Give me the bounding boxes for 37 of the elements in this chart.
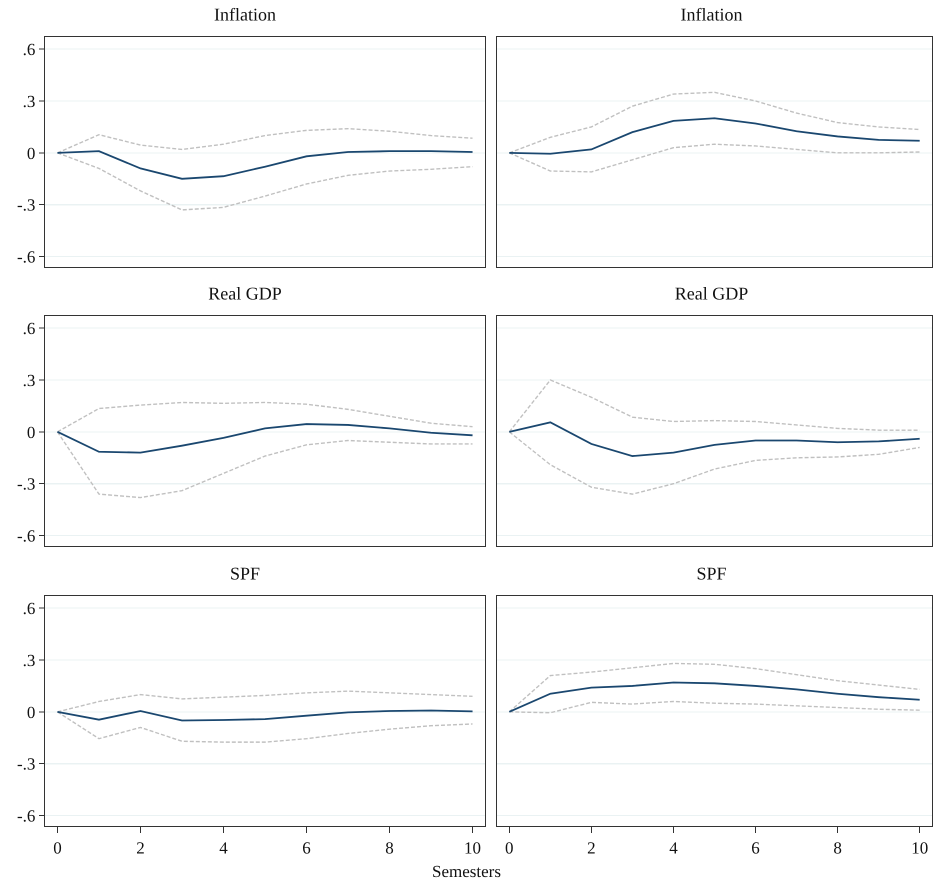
y-tick-label: .6 [22, 319, 36, 338]
y-tick-label: -.6 [16, 526, 36, 546]
x-tick-label: 6 [302, 838, 311, 858]
y-tick-label: .6 [22, 40, 36, 60]
x-tick-label: 4 [669, 838, 678, 858]
y-tick-label: -.6 [16, 248, 36, 267]
chart-title: Inflation [214, 4, 276, 25]
x-tick-label: 4 [219, 838, 228, 858]
x-tick-label: 6 [751, 838, 760, 858]
y-tick-label: 0 [26, 144, 36, 163]
y-tick-label: -.3 [16, 754, 36, 774]
chart-title: Real GDP [208, 284, 282, 304]
y-tick-label: -.6 [16, 806, 36, 826]
y-tick-label: 0 [26, 422, 36, 442]
y-tick-label: .6 [22, 599, 36, 618]
x-tick-label: 0 [505, 838, 514, 858]
chart-title: Inflation [680, 4, 742, 25]
y-tick-label: -.3 [16, 196, 36, 215]
x-tick-label: 2 [136, 838, 145, 858]
x-tick-label: 8 [833, 838, 842, 858]
x-tick-label: 10 [464, 838, 482, 858]
x-tick-label: 0 [53, 838, 62, 858]
y-tick-label: 0 [26, 702, 36, 722]
chart-title: SPF [230, 564, 260, 584]
y-tick-label: .3 [22, 650, 36, 670]
chart-title: SPF [696, 564, 727, 584]
x-tick-label: 2 [587, 838, 596, 858]
x-tick-label: 8 [385, 838, 394, 858]
line-series [56, 710, 474, 722]
y-tick-label: .3 [22, 370, 36, 390]
x-tick-label: 10 [911, 838, 928, 858]
x-axis-title: Semesters [431, 862, 502, 882]
y-tick-label: .3 [22, 92, 36, 111]
chart-title: Real GDP [674, 284, 748, 304]
line-series [56, 423, 474, 454]
y-tick-label: -.3 [16, 474, 36, 494]
line-series [56, 150, 474, 180]
